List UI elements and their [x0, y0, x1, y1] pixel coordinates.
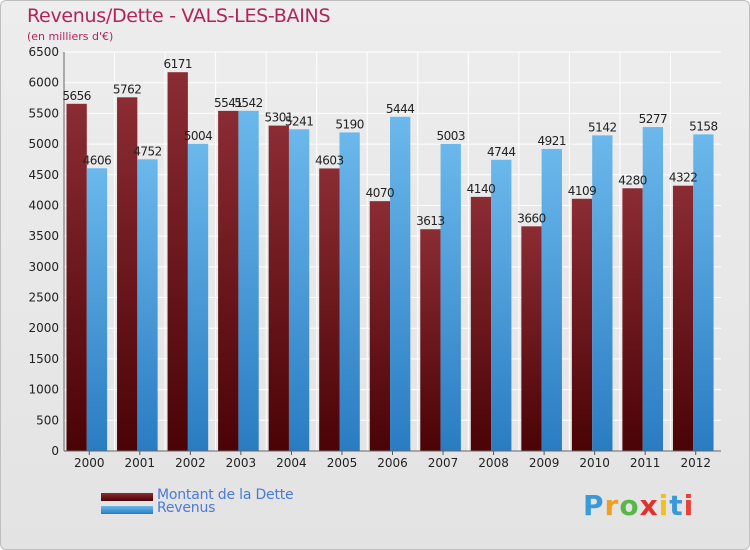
x-tick-label: 2010	[579, 456, 610, 470]
data-label-dette: 4280	[618, 173, 647, 187]
x-tick-label: 2009	[529, 456, 560, 470]
y-tick-label: 1000	[28, 383, 59, 397]
bar-dette-2004	[268, 125, 289, 451]
data-label-dette: 4070	[366, 186, 395, 200]
y-tick-label: 2000	[28, 321, 59, 335]
bar-revenus-2009	[541, 148, 562, 451]
logo-letter: i	[683, 489, 695, 522]
bar-dette-2009	[521, 226, 542, 451]
bar-dette-2010	[571, 198, 593, 451]
bar-revenus-2008	[491, 159, 512, 451]
data-label-revenus: 4744	[487, 145, 516, 159]
chart-title: Revenus/Dette - VALS-LES-BAINS	[27, 5, 331, 27]
x-tick-label: 2005	[327, 456, 358, 470]
x-tick-label: 2006	[377, 456, 408, 470]
bar-dette-2012	[672, 185, 694, 452]
y-tick-label: 4000	[28, 198, 59, 212]
y-tick-label: 2500	[28, 291, 59, 305]
bar-dette-2011	[622, 188, 643, 451]
bar-dette-2003	[218, 110, 239, 451]
y-tick-label: 3000	[28, 260, 59, 274]
x-tick-label: 2007	[428, 456, 459, 470]
legend-label-dette: Montant de la Dette	[157, 487, 294, 503]
bar-revenus-2006	[390, 116, 411, 452]
data-label-dette: 4140	[467, 182, 496, 196]
bar-dette-2001	[117, 97, 138, 451]
legend-swatch-dette	[101, 493, 153, 501]
data-label-revenus: 5190	[335, 117, 364, 131]
bar-dette-2008	[470, 196, 492, 451]
data-label-revenus: 5003	[436, 129, 465, 143]
bar-revenus-2004	[288, 129, 310, 451]
x-tick-label: 2011	[630, 456, 661, 470]
y-tick-label: 5000	[28, 137, 59, 151]
bars	[66, 72, 714, 452]
data-label-revenus: 5444	[386, 102, 415, 116]
data-label-revenus: 5241	[285, 114, 314, 128]
data-label-dette: 5762	[113, 82, 142, 96]
bar-revenus-2003	[238, 110, 259, 452]
bar-dette-2000	[66, 103, 87, 451]
chart-subtitle: (en milliers d'€)	[27, 30, 114, 43]
logo-letter: i	[658, 489, 670, 522]
data-label-dette: 5541	[214, 96, 243, 110]
bar-chart: 0 500 1000 1500 2000 2500 3000 3500 4000 4500 5000…	[28, 45, 721, 470]
bar-revenus-2012	[693, 134, 714, 451]
axes: 0 500 1000 1500 2000 2500 3000 3500 4000 4500 5000…	[28, 45, 721, 470]
bar-revenus-2000	[86, 168, 108, 452]
y-tick-label: 6000	[28, 76, 59, 90]
data-label-dette: 3613	[416, 214, 445, 228]
bar-dette-2005	[319, 168, 340, 452]
data-label-dette: 4603	[315, 153, 344, 167]
data-label-dette: 5301	[265, 111, 294, 125]
data-label-revenus: 5542	[234, 96, 263, 110]
logo-letter: o	[619, 489, 640, 522]
data-label-revenus: 4752	[133, 144, 162, 158]
bar-dette-2006	[369, 201, 391, 451]
data-label-dette: 3660	[517, 211, 546, 225]
logo-letter: x	[639, 489, 659, 522]
x-tick-label: 2002	[175, 456, 206, 470]
bar-revenus-2001	[137, 159, 158, 452]
data-labels: 5656 4606 5762 4752 6171 5004 5541554253015241…	[62, 57, 718, 228]
bar-revenus-2007	[440, 143, 461, 452]
logo-letter: t	[669, 489, 684, 522]
x-tick-label: 2004	[276, 456, 307, 470]
bar-revenus-2011	[642, 127, 664, 451]
bar-revenus-2010	[592, 135, 613, 452]
data-label-revenus: 4606	[83, 153, 112, 167]
x-tick-label: 2000	[74, 456, 105, 470]
y-tick-label: 3500	[28, 229, 59, 243]
y-tick-label: 6500	[28, 45, 59, 59]
y-tick-label: 5500	[28, 106, 59, 120]
legend-swatch-revenus	[101, 506, 153, 514]
bar-revenus-2005	[339, 132, 360, 451]
data-label-dette: 5656	[62, 89, 91, 103]
data-label-revenus: 5158	[689, 119, 718, 133]
proxiti-logo: Proxiti	[583, 489, 694, 522]
legend-label-revenus: Revenus	[157, 500, 216, 516]
data-label-revenus: 5277	[639, 112, 668, 126]
bar-revenus-2002	[187, 143, 209, 451]
data-label-revenus: 5142	[588, 120, 617, 134]
y-tick-label: 500	[36, 413, 59, 427]
data-label-dette: 4109	[568, 184, 597, 198]
x-tick-label: 2008	[478, 456, 509, 470]
data-label-dette: 6171	[163, 57, 192, 71]
y-tick-label: 0	[51, 444, 59, 458]
y-tick-label: 1500	[28, 352, 59, 366]
logo-letter: r	[604, 489, 620, 522]
logo-letter: P	[583, 489, 605, 522]
x-tick-label: 2003	[226, 456, 257, 470]
bar-dette-2007	[420, 229, 441, 451]
x-tick-label: 2001	[125, 456, 156, 470]
data-label-dette: 4322	[669, 171, 698, 185]
data-label-revenus: 5004	[184, 129, 213, 143]
bar-dette-2002	[167, 72, 188, 451]
data-label-revenus: 4921	[538, 134, 567, 148]
y-tick-label: 4500	[28, 168, 59, 182]
x-tick-label: 2012	[680, 456, 711, 470]
